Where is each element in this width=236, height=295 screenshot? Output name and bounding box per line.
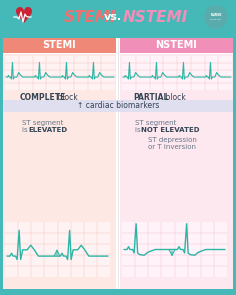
Text: ↑ cardiac biomarkers: ↑ cardiac biomarkers bbox=[77, 101, 159, 111]
Text: or T inversion: or T inversion bbox=[148, 144, 196, 150]
Text: block: block bbox=[55, 94, 78, 102]
Bar bbox=[5, 56, 115, 90]
Circle shape bbox=[205, 6, 227, 28]
Bar bbox=[3, 38, 116, 53]
Bar bbox=[120, 38, 233, 53]
Text: COMPLETE: COMPLETE bbox=[20, 94, 66, 102]
Text: is: is bbox=[135, 127, 143, 133]
Text: ♥: ♥ bbox=[14, 7, 34, 27]
Text: ST segment: ST segment bbox=[22, 120, 63, 126]
Bar bbox=[3, 112, 116, 292]
Text: NSTEMI: NSTEMI bbox=[122, 9, 188, 24]
Text: vs.: vs. bbox=[104, 12, 122, 22]
Bar bbox=[120, 54, 233, 100]
Text: ST segment: ST segment bbox=[135, 120, 176, 126]
Bar bbox=[5, 222, 110, 277]
Text: NURSE: NURSE bbox=[210, 13, 222, 17]
Text: ST depression: ST depression bbox=[148, 137, 197, 143]
Text: STEMI: STEMI bbox=[64, 9, 116, 24]
Text: PARTIAL: PARTIAL bbox=[133, 94, 168, 102]
Bar bbox=[3, 100, 233, 112]
Bar bbox=[122, 222, 227, 277]
Bar bbox=[120, 112, 233, 292]
Bar bbox=[3, 38, 233, 292]
Bar bbox=[3, 54, 116, 100]
Text: NSTEMI: NSTEMI bbox=[156, 40, 197, 50]
Bar bbox=[122, 56, 232, 90]
Text: ELEVATED: ELEVATED bbox=[28, 127, 67, 133]
Text: STEMI: STEMI bbox=[43, 40, 76, 50]
Bar bbox=[0, 289, 236, 295]
Text: NOT ELEVATED: NOT ELEVATED bbox=[141, 127, 199, 133]
Text: of the year: of the year bbox=[210, 18, 222, 20]
Text: is: is bbox=[22, 127, 30, 133]
Text: block: block bbox=[163, 94, 186, 102]
